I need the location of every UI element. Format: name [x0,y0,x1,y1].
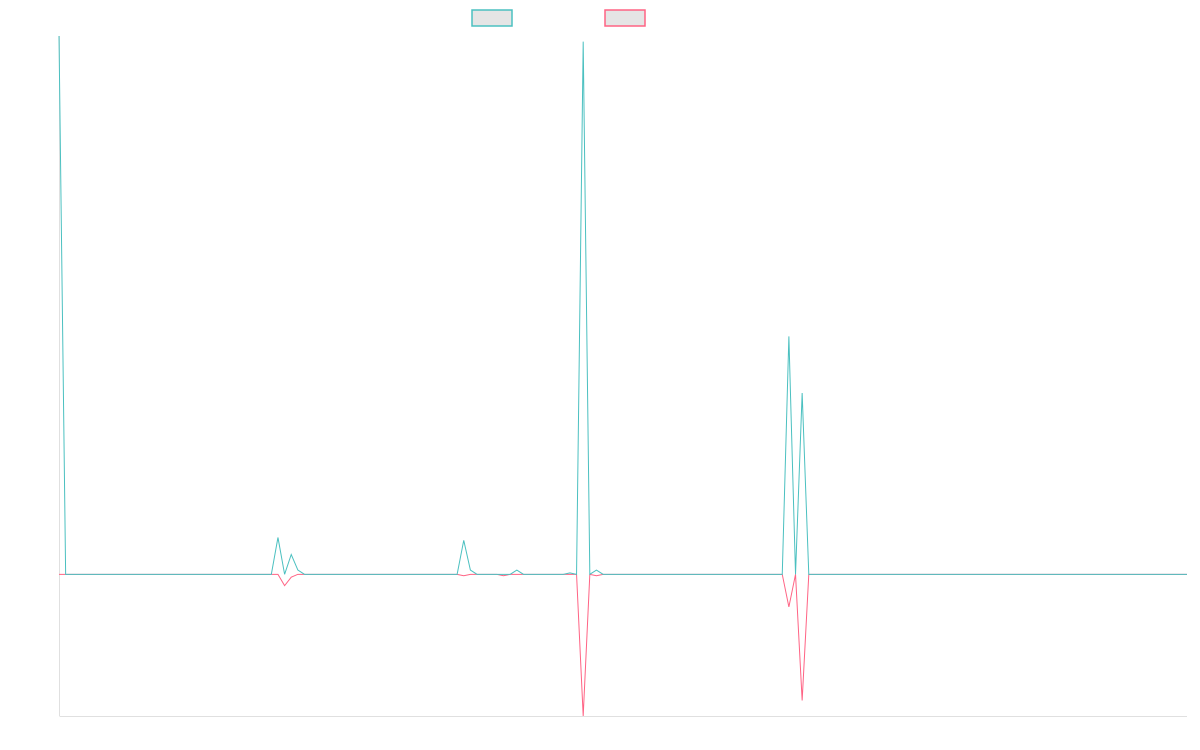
legend-swatch-series-b[interactable] [604,9,646,27]
series-layer [58,35,1187,717]
legend[interactable] [471,9,646,27]
legend-swatch-series-a[interactable] [471,9,513,27]
series-b-line [59,573,1187,717]
plot-area [58,35,1187,717]
series-a-line [58,35,1187,576]
